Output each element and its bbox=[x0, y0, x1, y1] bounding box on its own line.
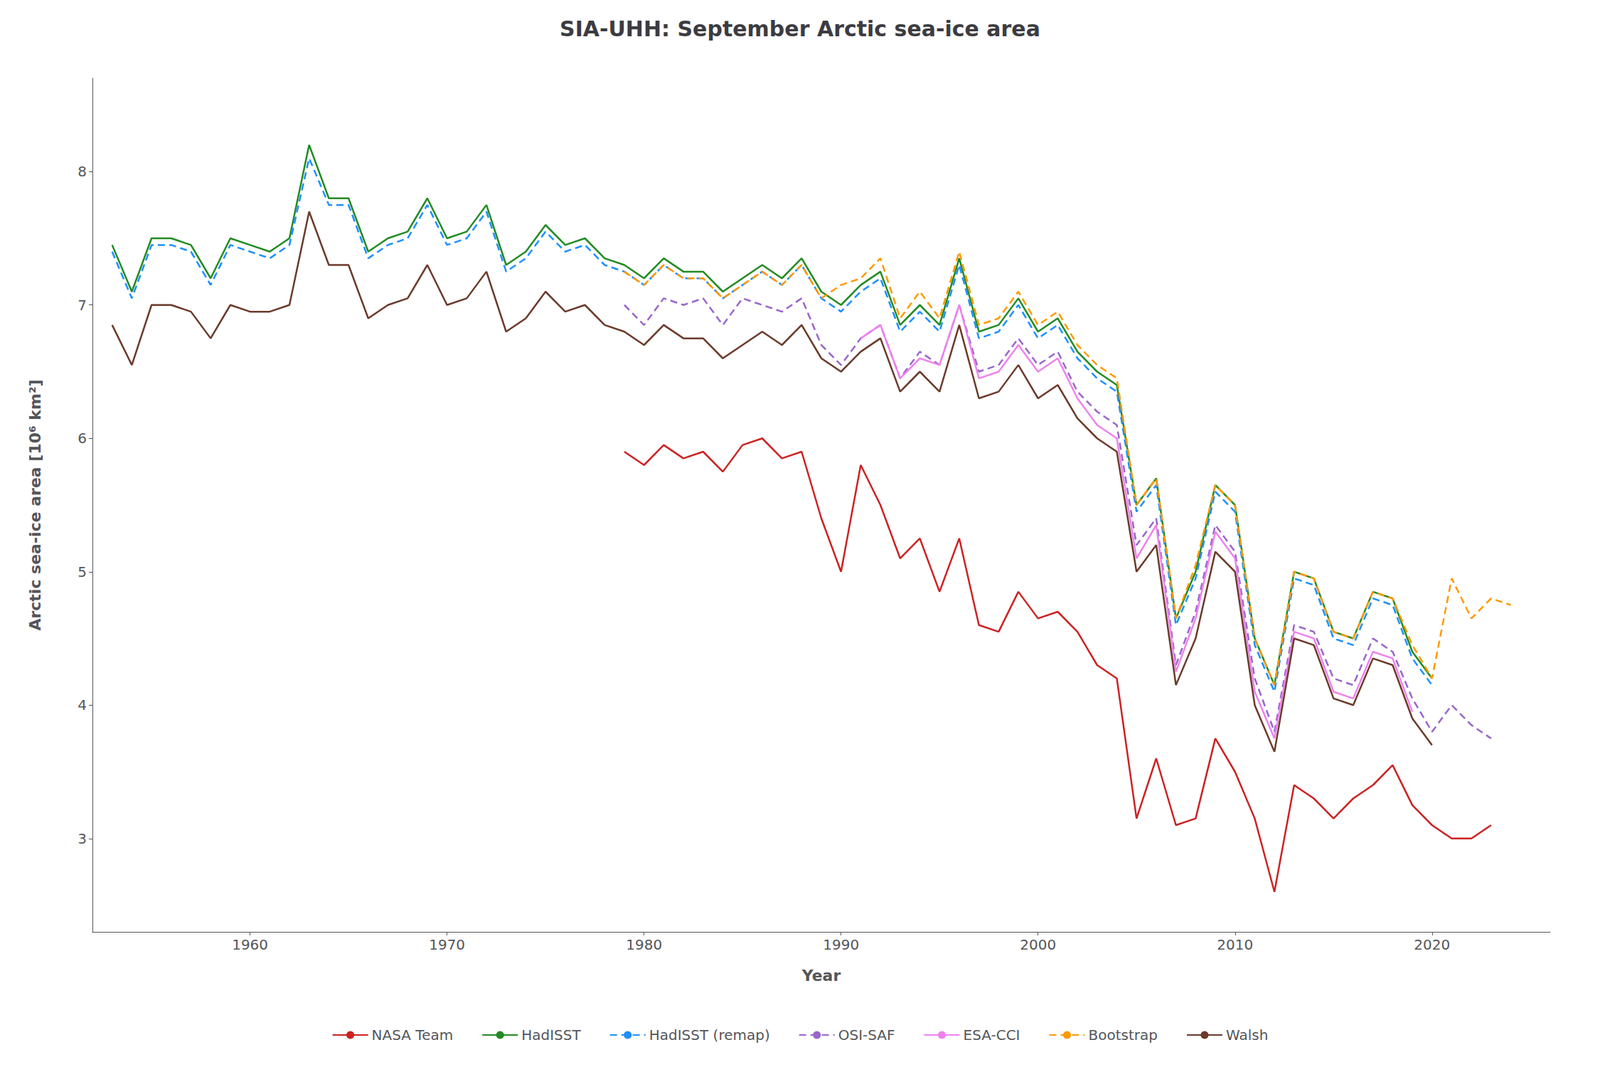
svg-text:2010: 2010 bbox=[1216, 935, 1253, 953]
svg-text:1990: 1990 bbox=[822, 935, 860, 953]
svg-text:7: 7 bbox=[77, 296, 87, 314]
svg-text:1970: 1970 bbox=[428, 935, 466, 953]
svg-text:6: 6 bbox=[77, 429, 87, 447]
svg-text:Walsh: Walsh bbox=[1225, 1026, 1268, 1044]
svg-text:5: 5 bbox=[77, 563, 87, 581]
svg-text:NASA Team: NASA Team bbox=[371, 1026, 454, 1044]
svg-text:4: 4 bbox=[77, 696, 87, 714]
svg-text:2000: 2000 bbox=[1019, 935, 1056, 953]
svg-text:1980: 1980 bbox=[625, 935, 663, 953]
svg-text:HadISST: HadISST bbox=[521, 1026, 581, 1044]
svg-text:2020: 2020 bbox=[1413, 935, 1450, 953]
svg-text:Year: Year bbox=[801, 966, 842, 985]
svg-text:ESA-CCI: ESA-CCI bbox=[963, 1026, 1021, 1044]
svg-text:3: 3 bbox=[77, 829, 87, 847]
svg-text:Bootstrap: Bootstrap bbox=[1088, 1026, 1158, 1044]
svg-text:Arctic sea-ice area [10⁶ km²]: Arctic sea-ice area [10⁶ km²] bbox=[26, 379, 45, 631]
svg-text:8: 8 bbox=[77, 162, 87, 180]
svg-text:HadISST (remap): HadISST (remap) bbox=[649, 1026, 771, 1044]
svg-text:1960: 1960 bbox=[231, 935, 269, 953]
svg-text:OSI-SAF: OSI-SAF bbox=[838, 1026, 896, 1044]
svg-text:SIA-UHH: September Arctic sea-: SIA-UHH: September Arctic sea-ice area bbox=[559, 16, 1041, 42]
